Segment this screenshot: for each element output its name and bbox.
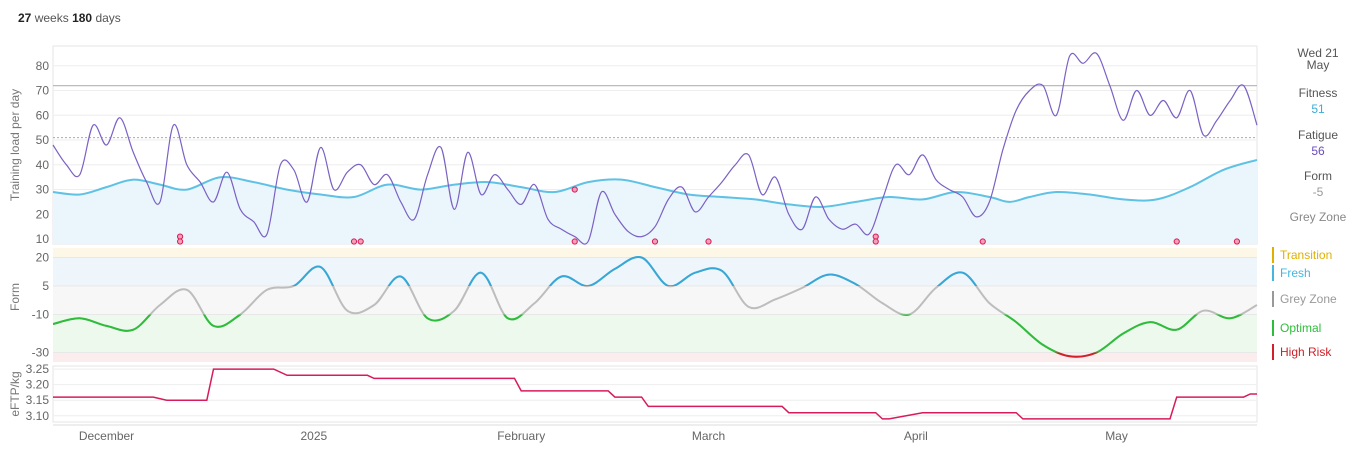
- grey-zone-band: [53, 286, 1257, 315]
- eftp-y-axis-label: eFTP/kg: [8, 371, 22, 416]
- form-ytick-label: 20: [36, 251, 50, 265]
- high-risk-zone-band: [53, 352, 1257, 362]
- fitness-label: Fitness: [1298, 86, 1338, 100]
- month-label: February: [497, 429, 545, 443]
- load-ytick-label: 80: [36, 59, 50, 73]
- activity-marker: [979, 238, 986, 245]
- transition-zone-band: [53, 248, 1257, 258]
- load-ytick-label: 50: [36, 133, 50, 147]
- activity-marker: [705, 238, 712, 245]
- eftp-ytick-label: 3.10: [26, 409, 50, 423]
- activity-marker: [176, 233, 184, 240]
- optimal-zone-band: [53, 314, 1257, 353]
- activity-marker: [872, 238, 879, 245]
- load-ytick-label: 40: [36, 158, 50, 172]
- activity-marker: [651, 238, 659, 245]
- form-line-fresh: [290, 255, 978, 286]
- activity-marker: [571, 238, 578, 245]
- load-ytick-label: 30: [36, 183, 50, 197]
- month-label: December: [79, 429, 134, 443]
- load-ytick-label: 60: [36, 108, 50, 122]
- load-ytick-label: 70: [36, 84, 50, 98]
- activity-marker: [176, 238, 184, 245]
- eftp-line: [53, 368, 1257, 420]
- zone-legend-fresh: Fresh: [1272, 265, 1311, 281]
- fitness-area: [53, 159, 1257, 244]
- days-count: 180: [72, 11, 93, 25]
- hover-date: Wed 21 May: [1297, 46, 1339, 72]
- fatigue-value: 56: [1311, 144, 1325, 158]
- weeks-label: weeks: [34, 11, 69, 25]
- eftp-ytick-label: 3.15: [26, 393, 50, 407]
- eftp-ytick-label: 3.25: [26, 362, 50, 376]
- activity-marker: [1173, 238, 1180, 245]
- form-ytick-label: -30: [32, 346, 50, 360]
- fitness-value: 51: [1311, 102, 1325, 116]
- activity-marker: [357, 238, 364, 245]
- month-label: May: [1105, 429, 1128, 443]
- days-label: days: [95, 11, 121, 25]
- load-ytick-label: 20: [36, 207, 50, 221]
- zone-legend-high-risk: High Risk: [1272, 344, 1331, 360]
- form-value: -5: [1312, 185, 1324, 199]
- activity-marker: [350, 238, 358, 245]
- zone-label: Grey Zone: [1289, 210, 1347, 224]
- eftp-panel-frame: [52, 365, 1258, 423]
- load-ytick-label: 10: [36, 232, 50, 246]
- zone-legend-grey-zone: Grey Zone: [1272, 291, 1337, 307]
- fatigue-line: [52, 52, 1258, 245]
- weeks-count: 27: [18, 11, 32, 25]
- load-y-axis-label: Training load per day: [8, 89, 22, 201]
- activity-marker: [872, 233, 879, 240]
- form-ytick-label: 5: [42, 279, 49, 293]
- period-summary: 27 weeks 180 days: [18, 11, 121, 25]
- activity-marker: [571, 186, 578, 193]
- form-label: Form: [1304, 169, 1332, 183]
- eftp-ytick-label: 3.20: [26, 378, 50, 392]
- zone-legend-optimal: Optimal: [1272, 320, 1321, 336]
- activity-marker: [1233, 238, 1241, 245]
- form-y-axis-label: Form: [8, 283, 22, 311]
- month-label: 2025: [301, 429, 328, 443]
- month-label: March: [692, 429, 725, 443]
- form-line-optimal: [53, 314, 1244, 353]
- fatigue-label: Fatigue: [1297, 128, 1339, 142]
- form-ytick-label: -10: [32, 308, 50, 322]
- month-label: April: [904, 429, 928, 443]
- zone-legend-transition: Transition: [1272, 247, 1332, 263]
